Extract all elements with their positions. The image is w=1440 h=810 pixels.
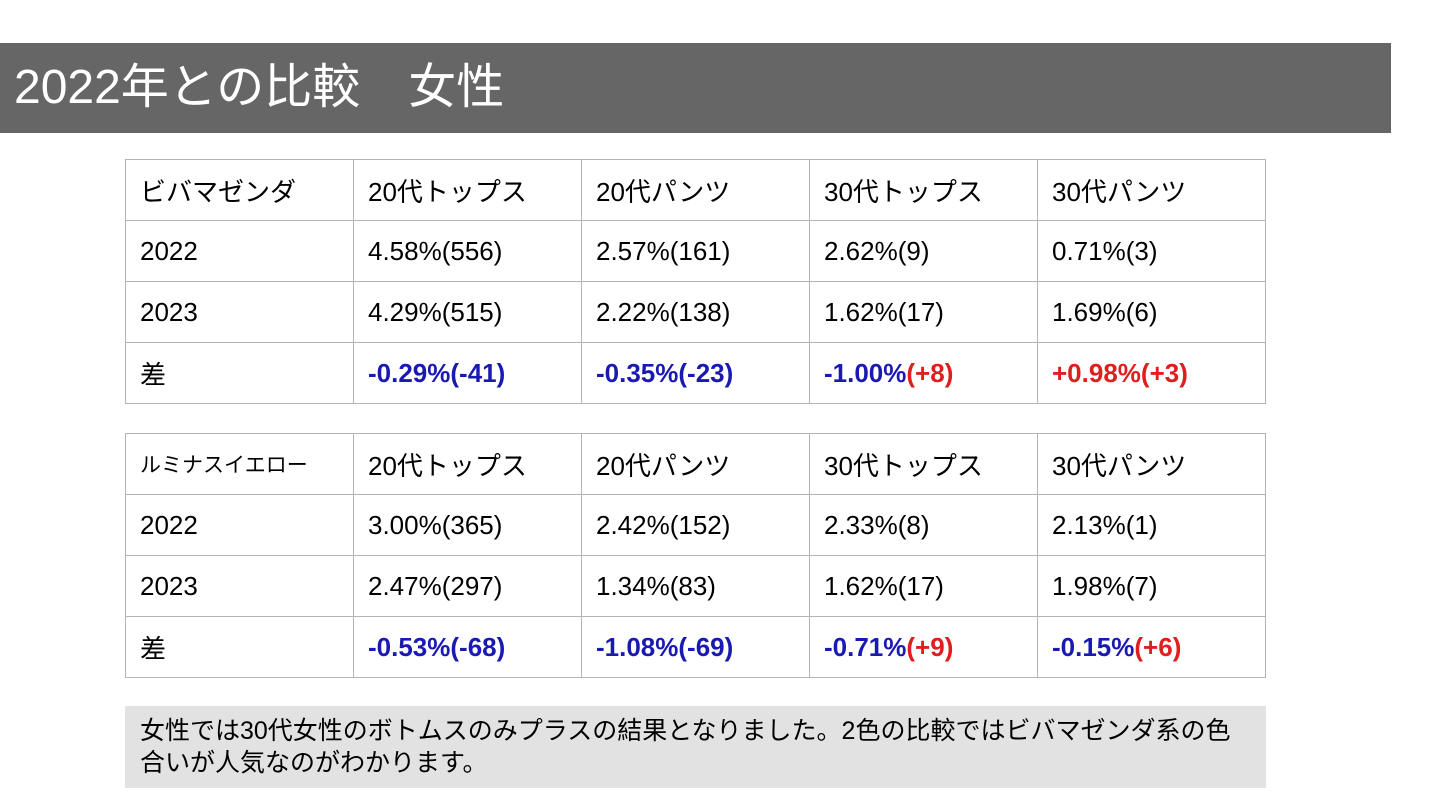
- diff-count: (+6): [1134, 631, 1182, 662]
- diff-cell: -0.29%(-41): [353, 342, 582, 404]
- title-bar: 2022年との比較 女性: [0, 43, 1391, 133]
- diff-count: (+8): [906, 357, 954, 388]
- diff-count: (-68): [450, 631, 506, 662]
- diff-pct: -0.15%: [1052, 631, 1135, 662]
- table-header-row: ルミナスイエロー 20代トップス 20代パンツ 30代トップス 30代パンツ: [125, 433, 1266, 495]
- diff-label: 差: [125, 616, 354, 678]
- comparison-table-luminous-yellow: ルミナスイエロー 20代トップス 20代パンツ 30代トップス 30代パンツ 2…: [125, 433, 1266, 678]
- diff-pct: -0.71%: [824, 631, 907, 662]
- table-header-cell: 30代パンツ: [1037, 433, 1266, 495]
- table-header-cell: 20代トップス: [353, 159, 582, 221]
- table-header-cell: 30代トップス: [809, 159, 1038, 221]
- table-cell: 2.22%(138): [581, 281, 810, 343]
- table-cell: 2.42%(152): [581, 494, 810, 556]
- table-cell: 1.98%(7): [1037, 555, 1266, 617]
- table-cell: 2.62%(9): [809, 220, 1038, 282]
- table-cell: 2.13%(1): [1037, 494, 1266, 556]
- diff-row: 差 -0.53%(-68) -1.08%(-69) -0.71%(+9) -0.…: [125, 616, 1266, 678]
- diff-pct: -0.29%: [368, 357, 451, 388]
- table-row: 2022 3.00%(365) 2.42%(152) 2.33%(8) 2.13…: [125, 494, 1266, 556]
- table-row: 2023 4.29%(515) 2.22%(138) 1.62%(17) 1.6…: [125, 281, 1266, 343]
- table-cell: 2.33%(8): [809, 494, 1038, 556]
- table-cell: 4.58%(556): [353, 220, 582, 282]
- diff-pct: -0.53%: [368, 631, 451, 662]
- summary-note: 女性では30代女性のボトムスのみプラスの結果となりました。2色の比較ではビバマゼ…: [125, 706, 1266, 788]
- table-header-cell: ルミナスイエロー: [125, 433, 354, 495]
- table-header-cell: ビバマゼンダ: [125, 159, 354, 221]
- year-cell: 2023: [125, 555, 354, 617]
- year-cell: 2022: [125, 494, 354, 556]
- table-row: 2023 2.47%(297) 1.34%(83) 1.62%(17) 1.98…: [125, 555, 1266, 617]
- table-header-cell: 20代パンツ: [581, 159, 810, 221]
- table-header-cell: 30代パンツ: [1037, 159, 1266, 221]
- diff-count: (+3): [1140, 357, 1188, 388]
- diff-pct: -1.00%: [824, 357, 907, 388]
- table-cell: 0.71%(3): [1037, 220, 1266, 282]
- year-cell: 2023: [125, 281, 354, 343]
- table-cell: 1.62%(17): [809, 281, 1038, 343]
- table-cell: 4.29%(515): [353, 281, 582, 343]
- table-cell: 1.34%(83): [581, 555, 810, 617]
- year-cell: 2022: [125, 220, 354, 282]
- diff-count: (+9): [906, 631, 954, 662]
- table-header-row: ビバマゼンダ 20代トップス 20代パンツ 30代トップス 30代パンツ: [125, 159, 1266, 221]
- table-cell: 2.47%(297): [353, 555, 582, 617]
- table-header-cell: 30代トップス: [809, 433, 1038, 495]
- diff-row: 差 -0.29%(-41) -0.35%(-23) -1.00%(+8) +0.…: [125, 342, 1266, 404]
- diff-cell: -0.35%(-23): [581, 342, 810, 404]
- diff-count: (-23): [678, 357, 734, 388]
- diff-cell: -1.08%(-69): [581, 616, 810, 678]
- diff-label: 差: [125, 342, 354, 404]
- diff-pct: -0.35%: [596, 357, 679, 388]
- diff-cell: -1.00%(+8): [809, 342, 1038, 404]
- table-cell: 3.00%(365): [353, 494, 582, 556]
- slide-title: 2022年との比較 女性: [14, 61, 505, 114]
- table-header-cell: 20代パンツ: [581, 433, 810, 495]
- diff-cell: -0.71%(+9): [809, 616, 1038, 678]
- table-cell: 2.57%(161): [581, 220, 810, 282]
- table-cell: 1.69%(6): [1037, 281, 1266, 343]
- comparison-table-viva-magenta: ビバマゼンダ 20代トップス 20代パンツ 30代トップス 30代パンツ 202…: [125, 159, 1266, 404]
- diff-count: (-41): [450, 357, 506, 388]
- diff-cell: -0.53%(-68): [353, 616, 582, 678]
- table-row: 2022 4.58%(556) 2.57%(161) 2.62%(9) 0.71…: [125, 220, 1266, 282]
- table-header-cell: 20代トップス: [353, 433, 582, 495]
- diff-cell: -0.15%(+6): [1037, 616, 1266, 678]
- diff-cell: +0.98%(+3): [1037, 342, 1266, 404]
- table-cell: 1.62%(17): [809, 555, 1038, 617]
- diff-count: (-69): [678, 631, 734, 662]
- diff-pct: +0.98%: [1052, 357, 1141, 388]
- diff-pct: -1.08%: [596, 631, 679, 662]
